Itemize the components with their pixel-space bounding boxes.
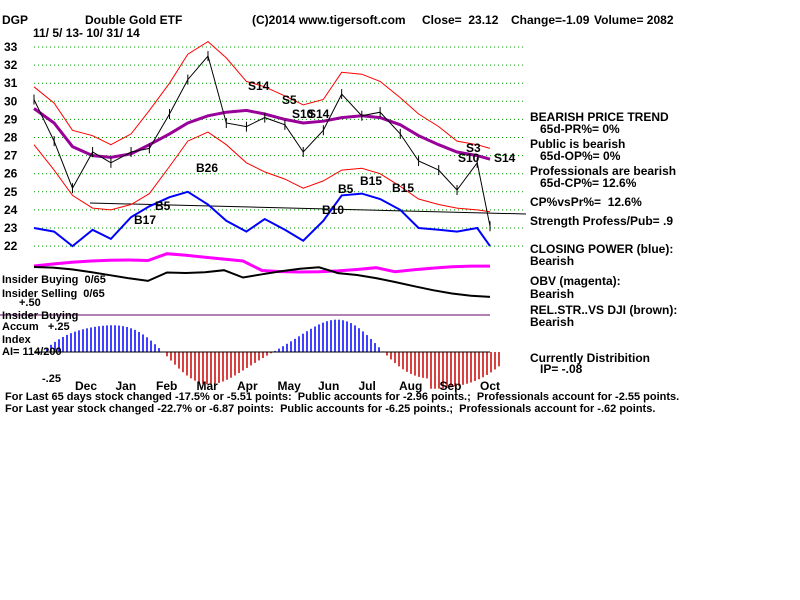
copyright: (C)2014 www.tigersoft.com xyxy=(252,13,406,27)
y-tick-labels: 33 32 31 30 29 28 27 26 25 24 23 22 xyxy=(4,40,18,253)
y-tick-label: 30 xyxy=(4,94,18,108)
x-tick-label: Feb xyxy=(156,379,177,393)
lower-panels xyxy=(0,252,491,316)
y-tick-label: 32 xyxy=(4,58,18,72)
x-tick-label: Jan xyxy=(116,379,137,393)
right-line-5: 65d-CP%= 12.6% xyxy=(530,176,637,190)
x-tick-label: Aug xyxy=(399,379,422,393)
signal-label: B26 xyxy=(196,161,218,175)
upper-band-line xyxy=(33,40,491,149)
y-tick-label: 31 xyxy=(4,76,18,90)
insider-buying-label-2: Insider Buying xyxy=(2,310,79,322)
price-series xyxy=(33,51,491,248)
trend-line xyxy=(89,202,527,215)
y-tick-label: 26 xyxy=(4,167,18,181)
signal-label: B5 xyxy=(155,199,171,213)
right-line-14: Currently Distribition xyxy=(530,351,651,365)
signal-label: S14 xyxy=(248,79,270,93)
y-tick-label: 22 xyxy=(4,239,18,253)
y-tick-label: 25 xyxy=(4,185,18,199)
right-line-15: IP= -.08 xyxy=(530,362,583,376)
y-tick-label: 28 xyxy=(4,131,18,145)
ai-label: AI= 114/200 xyxy=(2,346,62,358)
signal-label: B5 xyxy=(338,182,354,196)
y-tick-label: 23 xyxy=(4,221,18,235)
right-line-9: Bearish xyxy=(530,254,575,268)
y-tick-label: 33 xyxy=(4,40,18,54)
signal-label: S10 xyxy=(458,151,480,165)
signal-label: S14 xyxy=(494,151,516,165)
insider-buying-label: Insider Buying 0/65 xyxy=(2,274,106,286)
right-line-4: Professionals are bearish xyxy=(530,164,677,178)
right-line-12: REL.STR..VS DJI (brown): xyxy=(530,303,678,317)
grid-lines xyxy=(34,46,527,247)
accum-label: Accum +.25 xyxy=(2,321,70,333)
x-tick-label: Jul xyxy=(359,379,376,393)
minus25-label: -.25 xyxy=(42,373,61,385)
right-line-1: 65d-PR%= 0% xyxy=(530,122,620,136)
right-line-0: BEARISH PRICE TREND xyxy=(530,110,669,124)
lower-band-line xyxy=(33,131,491,213)
right-line-6: CP%vsPr%= 12.6% xyxy=(530,195,642,209)
price-change: Change=-1.09 xyxy=(511,13,590,27)
right-line-2: Public is bearish xyxy=(530,137,626,151)
date-range: 11/ 5/ 13- 10/ 31/ 14 xyxy=(33,26,140,40)
signal-label: S10 xyxy=(292,107,314,121)
right-line-8: CLOSING POWER (blue): xyxy=(530,242,674,256)
signal-label: B15 xyxy=(392,181,414,195)
closing-power-line xyxy=(33,190,491,248)
bollinger-bands xyxy=(33,40,491,213)
insider-selling-label: Insider Selling 0/65 xyxy=(2,288,105,300)
signal-label: B10 xyxy=(322,203,344,217)
y-tick-label: 29 xyxy=(4,112,18,126)
accumulation-histogram xyxy=(34,319,500,389)
right-line-13: Bearish xyxy=(530,315,575,329)
ticker-symbol: DGP xyxy=(2,13,29,27)
x-tick-labels: Dec Jan Feb Mar Apr May Jun Jul Aug Sep Oct xyxy=(75,379,500,393)
scale-plus50: +.50 xyxy=(19,297,41,309)
y-tick-label: 27 xyxy=(4,149,18,163)
signal-label: S3 xyxy=(466,141,481,155)
right-line-7: Strength Profess/Pub= .9 xyxy=(530,214,674,228)
rel-str-line xyxy=(33,266,491,298)
signal-label: B17 xyxy=(134,213,156,227)
x-tick-label: Apr xyxy=(237,379,258,393)
x-tick-label: Sep xyxy=(440,379,462,393)
signal-label: S5 xyxy=(282,93,297,107)
signal-label: S14 xyxy=(308,107,330,121)
x-tick-label: Mar xyxy=(197,379,219,393)
right-line-11: Bearish xyxy=(530,287,575,301)
y-tick-label: 24 xyxy=(4,203,18,217)
x-tick-label: Jun xyxy=(318,379,339,393)
close-price: Close= 23.12 xyxy=(422,13,499,27)
obv-line xyxy=(33,252,490,274)
index-label: Index xyxy=(2,334,31,346)
volume: Volume= 2082 xyxy=(594,13,674,27)
right-line-10: OBV (magenta): xyxy=(530,274,621,288)
right-line-3: 65d-OP%= 0% xyxy=(530,149,621,163)
signal-label: B15 xyxy=(360,174,382,188)
x-tick-label: Dec xyxy=(75,379,97,393)
x-tick-label: May xyxy=(278,379,302,393)
fund-name: Double Gold ETF xyxy=(85,13,183,27)
x-tick-label: Oct xyxy=(480,379,500,393)
footer-line-2: For Last year stock changed -22.7% or -6… xyxy=(5,403,656,415)
footer-line-1: For Last 65 days stock changed -17.5% or… xyxy=(5,391,680,403)
